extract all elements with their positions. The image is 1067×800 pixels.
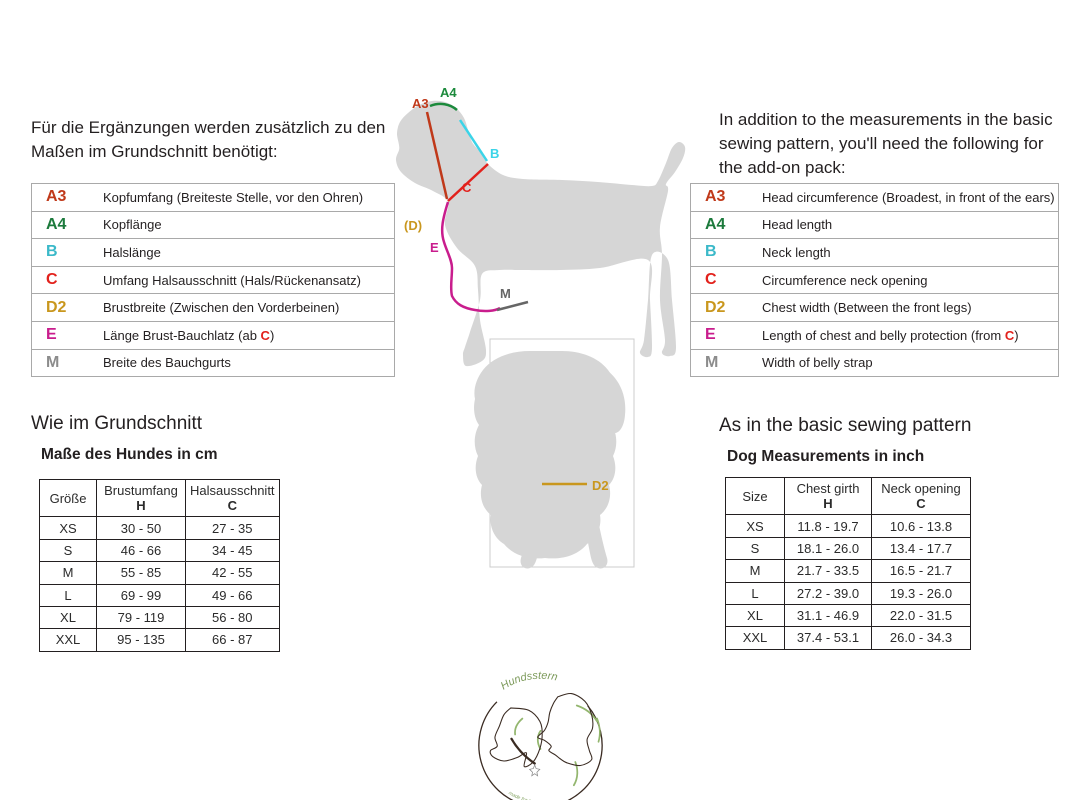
svg-text:Hundsstern: Hundsstern	[499, 670, 559, 693]
svg-text:made for a star: made for a star	[507, 790, 541, 800]
svg-text:D2: D2	[592, 478, 609, 493]
